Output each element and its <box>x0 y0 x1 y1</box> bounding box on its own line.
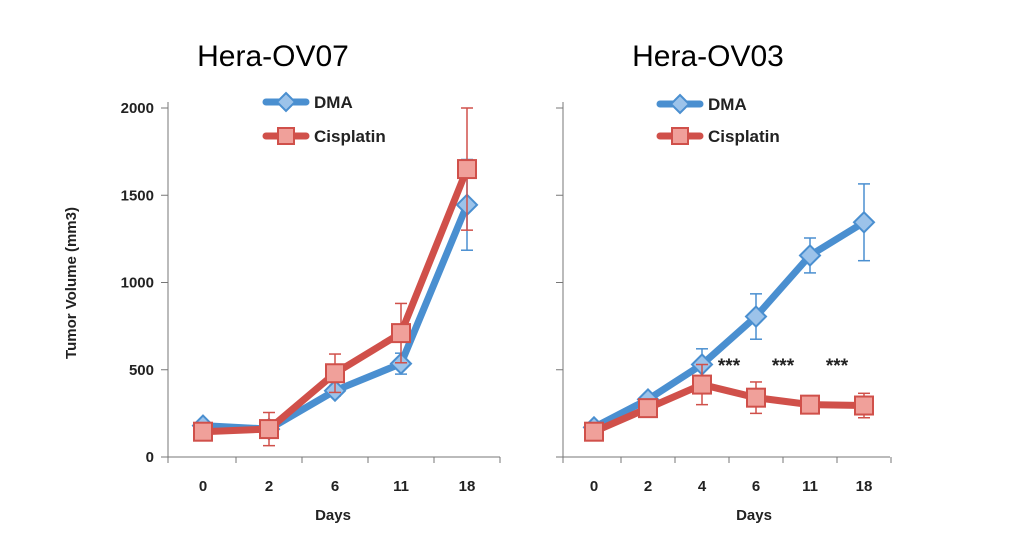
x-tick-label: 11 <box>802 478 818 495</box>
chart-title: Hera-OV03 <box>632 40 784 73</box>
data-point-dma <box>389 352 413 376</box>
x-tick-label: 11 <box>393 478 409 495</box>
legend-item-dma: DMA <box>262 91 353 113</box>
legend-marker-dma <box>669 93 691 115</box>
data-point-cisplatin <box>584 421 604 442</box>
x-tick-label: 2 <box>265 478 273 495</box>
data-point-dma <box>744 305 768 328</box>
data-point-dma <box>852 210 876 234</box>
series-line-dma <box>590 218 868 431</box>
x-tick-label: 2 <box>644 478 652 495</box>
data-point-cisplatin <box>259 419 279 440</box>
legend-item-dma: DMA <box>656 93 747 115</box>
x-tick-label: 18 <box>459 478 476 495</box>
data-point-cisplatin <box>692 374 712 395</box>
data-point-cisplatin <box>193 421 213 442</box>
chart-title: Hera-OV07 <box>197 40 349 73</box>
significance-annotation: *** <box>718 356 741 377</box>
chart-panel-hera-ov07: Hera-OV07 Tumor Volume (mm3) Days 0 500 10… <box>63 40 501 524</box>
x-axis-label: Days <box>736 507 772 524</box>
y-tick-label: 2000 <box>121 100 154 117</box>
legend-label-cisplatin: Cisplatin <box>708 127 780 146</box>
legend-label-dma: DMA <box>708 95 747 114</box>
significance-annotation: *** <box>772 356 795 377</box>
data-point-cisplatin <box>746 387 766 408</box>
legend-marker-dma <box>275 91 297 113</box>
legend-item-cisplatin: Cisplatin <box>656 127 780 146</box>
legend-item-cisplatin: Cisplatin <box>262 127 386 146</box>
x-tick-label: 0 <box>199 478 207 495</box>
y-axis-label: Tumor Volume (mm3) <box>63 207 80 359</box>
legend-label-cisplatin: Cisplatin <box>314 127 386 146</box>
significance-annotation: *** <box>826 356 849 377</box>
x-tick-label: 18 <box>856 478 873 495</box>
legend-marker-cisplatin <box>277 127 295 145</box>
y-tick-label: 500 <box>129 362 154 379</box>
y-tick-label: 1000 <box>121 275 154 292</box>
legend-label-dma: DMA <box>314 93 353 112</box>
x-tick-label: 0 <box>590 478 598 495</box>
x-tick-label: 6 <box>752 478 760 495</box>
data-point-cisplatin <box>391 323 411 344</box>
data-point-cisplatin <box>854 395 874 416</box>
x-axis-label: Days <box>315 507 351 524</box>
data-point-cisplatin <box>800 394 820 415</box>
x-tick-label: 4 <box>698 478 707 495</box>
legend-marker-cisplatin <box>671 127 689 145</box>
data-point-dma <box>798 244 822 267</box>
x-tick-label: 6 <box>331 478 339 495</box>
data-point-cisplatin <box>638 398 658 419</box>
data-point-cisplatin <box>325 363 345 384</box>
data-point-cisplatin <box>457 159 477 180</box>
chart-panel-hera-ov03: Hera-OV03 Days 0 2 4 6 11 18 DMA Cisplatin *** **… <box>556 40 892 524</box>
y-tick-label: 0 <box>146 449 154 466</box>
y-tick-label: 1500 <box>121 187 154 204</box>
